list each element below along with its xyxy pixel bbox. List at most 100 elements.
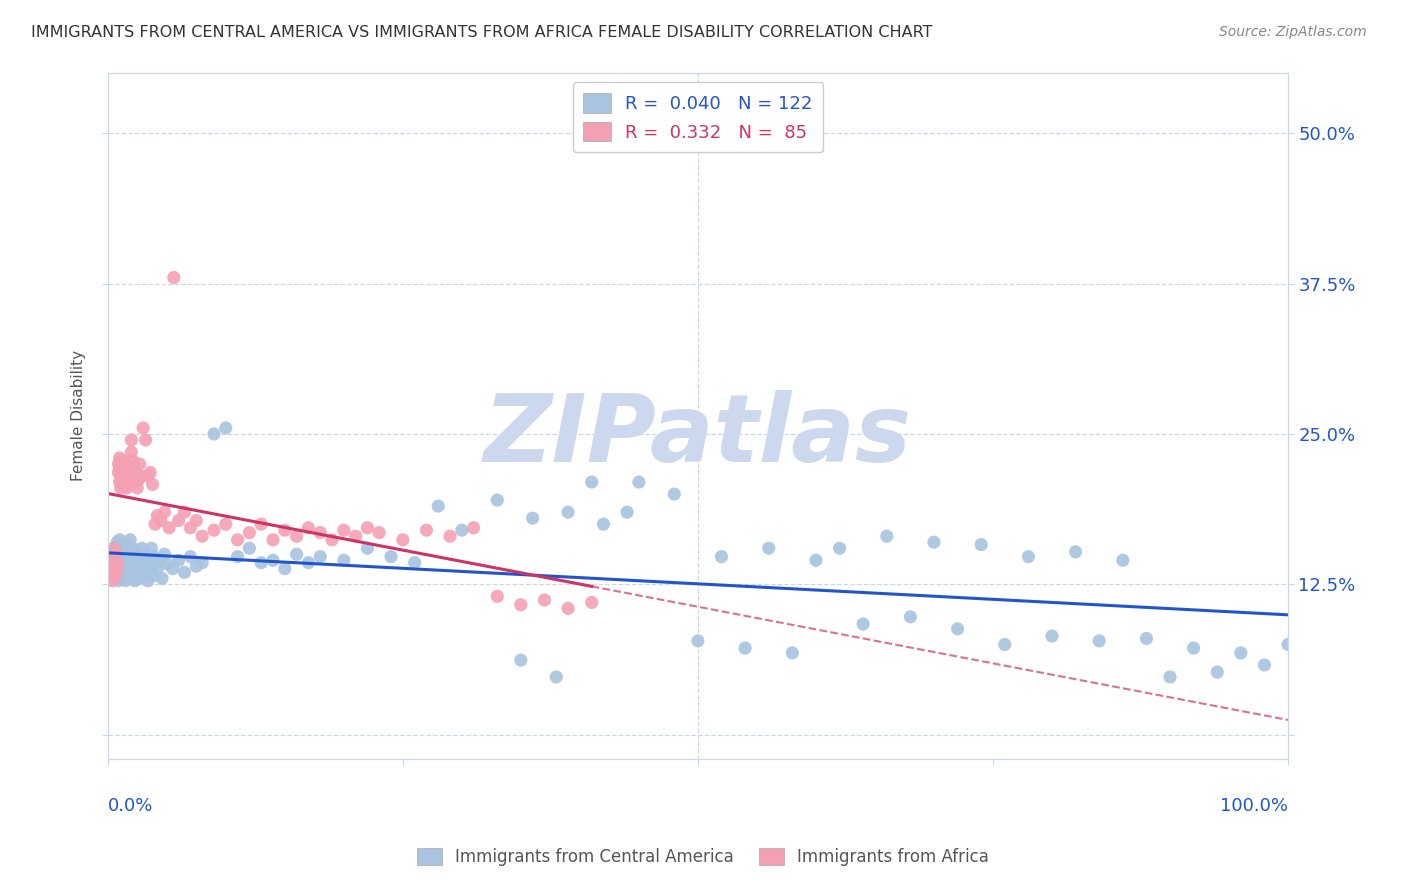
- Point: [114, 574, 136, 588]
- Point: [108, 547, 131, 561]
- Point: [128, 457, 150, 471]
- Point: [202, 523, 225, 537]
- Point: [117, 473, 139, 487]
- Point: [111, 473, 134, 487]
- Point: [135, 553, 157, 567]
- Point: [111, 564, 134, 578]
- Point: [946, 622, 969, 636]
- Point: [1253, 657, 1275, 672]
- Legend: R =  0.040   N = 122, R =  0.332   N =  85: R = 0.040 N = 122, R = 0.332 N = 85: [572, 82, 823, 153]
- Text: Source: ZipAtlas.com: Source: ZipAtlas.com: [1219, 25, 1367, 39]
- Point: [115, 466, 138, 480]
- Point: [135, 547, 157, 561]
- Point: [108, 562, 131, 576]
- Point: [118, 460, 141, 475]
- Point: [101, 562, 124, 576]
- Point: [226, 549, 249, 564]
- Point: [127, 481, 149, 495]
- Point: [664, 487, 686, 501]
- Point: [107, 556, 129, 570]
- Point: [309, 549, 332, 564]
- Point: [804, 553, 827, 567]
- Point: [115, 538, 138, 552]
- Point: [427, 499, 450, 513]
- Point: [1277, 638, 1299, 652]
- Point: [105, 535, 128, 549]
- Point: [142, 569, 165, 583]
- Point: [852, 617, 875, 632]
- Point: [146, 508, 169, 523]
- Point: [124, 574, 146, 588]
- Text: 100.0%: 100.0%: [1220, 797, 1288, 814]
- Point: [533, 593, 555, 607]
- Point: [141, 541, 163, 556]
- Point: [509, 653, 531, 667]
- Point: [1182, 641, 1205, 656]
- Point: [139, 466, 162, 480]
- Point: [112, 469, 135, 483]
- Point: [127, 556, 149, 570]
- Point: [120, 571, 142, 585]
- Point: [828, 541, 851, 556]
- Point: [104, 559, 127, 574]
- Point: [122, 566, 145, 580]
- Point: [616, 505, 638, 519]
- Point: [115, 481, 138, 495]
- Text: 0.0%: 0.0%: [108, 797, 153, 814]
- Point: [450, 523, 472, 537]
- Point: [333, 553, 356, 567]
- Point: [105, 540, 128, 554]
- Point: [108, 475, 131, 489]
- Point: [114, 553, 136, 567]
- Point: [120, 445, 142, 459]
- Point: [734, 641, 756, 656]
- Point: [107, 457, 129, 471]
- Point: [226, 533, 249, 547]
- Point: [108, 533, 131, 547]
- Point: [285, 547, 308, 561]
- Point: [110, 554, 132, 568]
- Point: [250, 517, 273, 532]
- Point: [1017, 549, 1039, 564]
- Point: [153, 547, 176, 561]
- Point: [127, 473, 149, 487]
- Point: [129, 549, 152, 564]
- Point: [108, 460, 131, 475]
- Point: [186, 514, 208, 528]
- Point: [121, 541, 143, 556]
- Point: [686, 633, 709, 648]
- Point: [179, 521, 201, 535]
- Point: [179, 549, 201, 564]
- Point: [101, 547, 124, 561]
- Legend: Immigrants from Central America, Immigrants from Africa: Immigrants from Central America, Immigra…: [411, 841, 995, 873]
- Point: [356, 521, 378, 535]
- Point: [112, 569, 135, 583]
- Point: [120, 433, 142, 447]
- Point: [98, 562, 121, 576]
- Point: [132, 559, 155, 574]
- Point: [100, 553, 122, 567]
- Point: [1088, 633, 1111, 648]
- Point: [215, 421, 238, 435]
- Point: [100, 553, 122, 567]
- Point: [1159, 670, 1181, 684]
- Point: [1112, 553, 1135, 567]
- Point: [142, 549, 165, 564]
- Point: [105, 566, 128, 580]
- Point: [994, 638, 1017, 652]
- Point: [136, 574, 159, 588]
- Point: [238, 541, 260, 556]
- Point: [112, 543, 135, 558]
- Point: [262, 553, 284, 567]
- Point: [150, 571, 173, 585]
- Point: [131, 541, 153, 556]
- Text: IMMIGRANTS FROM CENTRAL AMERICA VS IMMIGRANTS FROM AFRICA FEMALE DISABILITY CORR: IMMIGRANTS FROM CENTRAL AMERICA VS IMMIG…: [31, 25, 932, 40]
- Point: [404, 556, 426, 570]
- Point: [129, 469, 152, 483]
- Point: [125, 466, 148, 480]
- Point: [107, 574, 129, 588]
- Point: [101, 574, 124, 588]
- Point: [173, 505, 195, 519]
- Point: [104, 549, 127, 564]
- Point: [108, 450, 131, 465]
